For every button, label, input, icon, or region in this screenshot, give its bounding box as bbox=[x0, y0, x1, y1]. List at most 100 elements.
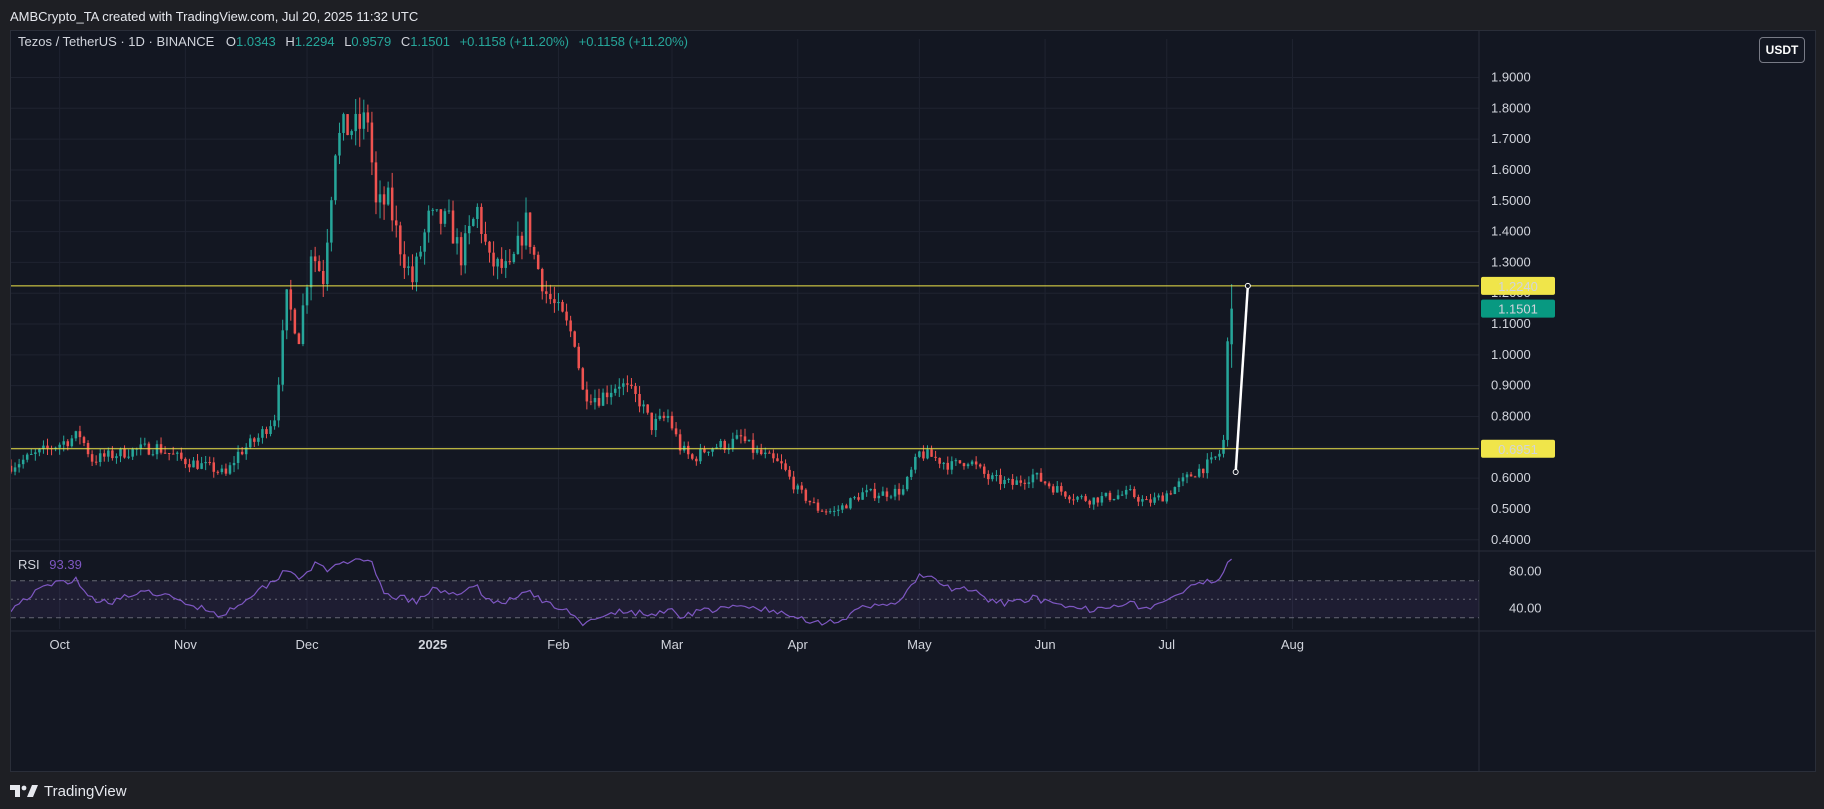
candle bbox=[581, 366, 585, 391]
candle bbox=[605, 385, 609, 405]
candle bbox=[824, 509, 828, 516]
candle-body bbox=[1137, 496, 1140, 502]
candle-body bbox=[362, 112, 366, 129]
candle-body bbox=[999, 474, 1002, 485]
candle-body bbox=[792, 476, 795, 490]
price-tick-label: 1.7000 bbox=[1491, 131, 1531, 146]
candle-body bbox=[808, 500, 812, 503]
candle-body bbox=[488, 241, 491, 253]
candle bbox=[910, 466, 913, 480]
candle-body bbox=[163, 452, 167, 454]
price-tick-label: 1.0000 bbox=[1491, 347, 1531, 362]
candle-body bbox=[62, 441, 65, 445]
candle bbox=[374, 151, 378, 215]
candle-body bbox=[1023, 482, 1027, 484]
candle bbox=[532, 244, 536, 260]
candle bbox=[820, 509, 824, 512]
candle bbox=[577, 342, 580, 371]
trendline-start-handle bbox=[1232, 468, 1239, 475]
candle-body bbox=[699, 448, 702, 462]
candle-body bbox=[508, 261, 512, 263]
candle bbox=[524, 197, 528, 250]
candle bbox=[918, 450, 921, 459]
price-tick-label: 0.8000 bbox=[1491, 408, 1531, 423]
candle bbox=[618, 378, 621, 398]
candle bbox=[111, 446, 114, 461]
candle-body bbox=[512, 253, 516, 263]
candle-body bbox=[115, 456, 118, 459]
candle-body bbox=[569, 320, 572, 332]
candle-body bbox=[735, 435, 739, 439]
time-axis: Oct Nov Dec 2025 Feb Mar Apr May Jun Jul Aug bbox=[50, 637, 1304, 652]
candle bbox=[869, 488, 872, 492]
chart-frame[interactable]: 1.9000 1.8000 1.7000 1.6000 1.5000 1.4000 1.30… bbox=[10, 30, 1816, 772]
candle bbox=[966, 462, 970, 469]
candle-body bbox=[658, 415, 662, 419]
candle bbox=[21, 454, 25, 469]
candle-body bbox=[958, 460, 962, 464]
candle-body bbox=[723, 441, 726, 450]
candle-body bbox=[946, 462, 950, 470]
candle bbox=[1116, 489, 1120, 500]
candle bbox=[1226, 337, 1229, 447]
candle-body bbox=[589, 401, 593, 403]
candle bbox=[528, 212, 532, 254]
candle-body bbox=[1165, 493, 1169, 502]
candle-body bbox=[13, 467, 17, 472]
candle-body bbox=[938, 457, 941, 464]
candle-body bbox=[419, 251, 422, 257]
candle bbox=[792, 471, 795, 494]
rsi-label: RSI bbox=[18, 557, 40, 572]
candle-body bbox=[459, 237, 463, 266]
candle-body bbox=[1092, 497, 1096, 505]
candle-body bbox=[711, 448, 714, 452]
candle bbox=[1161, 492, 1164, 502]
candle bbox=[857, 492, 860, 502]
price-chart[interactable]: 1.9000 1.8000 1.7000 1.6000 1.5000 1.4000 1.30… bbox=[11, 31, 1815, 771]
candle bbox=[317, 255, 321, 272]
candle bbox=[832, 506, 836, 517]
candle bbox=[873, 482, 877, 501]
candle bbox=[905, 475, 909, 492]
candle bbox=[394, 205, 398, 238]
candle bbox=[293, 307, 297, 335]
candle-body bbox=[747, 439, 751, 442]
candle-body bbox=[281, 330, 284, 385]
candle-body bbox=[439, 209, 443, 224]
candle-body bbox=[682, 445, 686, 451]
last-price-badge-bg bbox=[1481, 299, 1555, 318]
candle bbox=[455, 228, 459, 255]
candle-body bbox=[987, 473, 990, 480]
candle bbox=[958, 460, 962, 464]
candle-body bbox=[1185, 474, 1189, 478]
candle bbox=[224, 463, 228, 476]
candle bbox=[119, 447, 122, 463]
candle-body bbox=[1193, 476, 1197, 478]
candle bbox=[772, 449, 775, 463]
candle bbox=[321, 259, 325, 297]
candle-body bbox=[995, 474, 998, 476]
candle bbox=[123, 445, 126, 459]
candle bbox=[399, 221, 402, 266]
candle-body bbox=[638, 393, 641, 407]
candle bbox=[443, 208, 447, 228]
candle bbox=[630, 378, 633, 389]
candle-body bbox=[472, 218, 475, 226]
candle bbox=[435, 209, 439, 212]
currency-button[interactable]: USDT bbox=[1759, 37, 1805, 63]
candle-body bbox=[695, 458, 698, 462]
candle bbox=[1055, 480, 1059, 493]
candle-body bbox=[447, 210, 451, 212]
candle-body bbox=[111, 450, 114, 459]
candle-body bbox=[123, 448, 126, 458]
candle-body bbox=[1096, 497, 1100, 503]
candle bbox=[155, 440, 159, 460]
candle bbox=[755, 445, 759, 455]
candle bbox=[962, 462, 966, 470]
candle bbox=[865, 484, 868, 497]
rsi-axis: 80.00 40.00 bbox=[1509, 564, 1542, 616]
candle bbox=[808, 500, 812, 506]
candle-body bbox=[861, 492, 864, 500]
candle-body bbox=[1173, 487, 1177, 495]
candle-body bbox=[427, 210, 430, 233]
